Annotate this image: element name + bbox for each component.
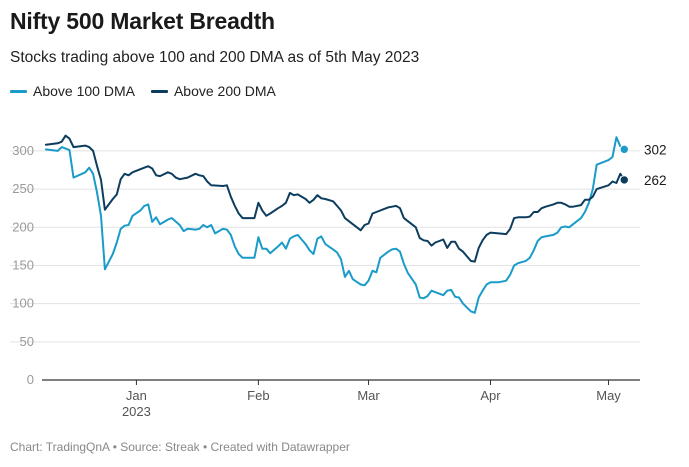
- chart-footer: Chart: TradingQnA • Source: Streak • Cre…: [10, 440, 350, 454]
- x-tick-label-jan: Jan: [126, 388, 147, 403]
- legend-item-above-200: Above 200 DMA: [150, 83, 276, 99]
- chart-subtitle: Stocks trading above 100 and 200 DMA as …: [10, 49, 420, 66]
- end-point-above-200: [619, 175, 629, 185]
- y-tick-label-250: 250: [12, 181, 34, 196]
- end-point-above-100: [619, 144, 629, 155]
- x-tick-label-feb: Feb: [247, 388, 269, 403]
- x-tick-sublabel-2023: 2023: [122, 404, 151, 419]
- x-tick-label-may: May: [596, 388, 621, 403]
- y-tick-label-200: 200: [12, 219, 34, 234]
- end-label-above-200: 262: [644, 173, 667, 188]
- y-tick-label-50: 50: [20, 334, 34, 349]
- legend-item-above-100: Above 100 DMA: [10, 83, 135, 99]
- legend-label-above-200: Above 200 DMA: [173, 83, 276, 99]
- series-line-above-200: [44, 134, 626, 263]
- y-tick-label-150: 150: [12, 257, 34, 272]
- legend-swatch-above-200: [150, 89, 168, 93]
- chart-title: Nifty 500 Market Breadth: [10, 8, 275, 34]
- x-tick-label-mar: Mar: [357, 388, 380, 403]
- y-tick-label-0: 0: [27, 372, 34, 387]
- legend-label-above-100: Above 100 DMA: [33, 83, 135, 99]
- end-label-above-100: 302: [644, 142, 667, 157]
- series-line-above-100: [44, 136, 626, 314]
- legend-swatch-above-100: [10, 89, 27, 93]
- y-tick-label-100: 100: [12, 296, 34, 311]
- y-tick-label-300: 300: [12, 143, 34, 158]
- legend: Above 100 DMA Above 200 DMA: [10, 83, 276, 99]
- x-tick-label-apr: Apr: [480, 388, 501, 403]
